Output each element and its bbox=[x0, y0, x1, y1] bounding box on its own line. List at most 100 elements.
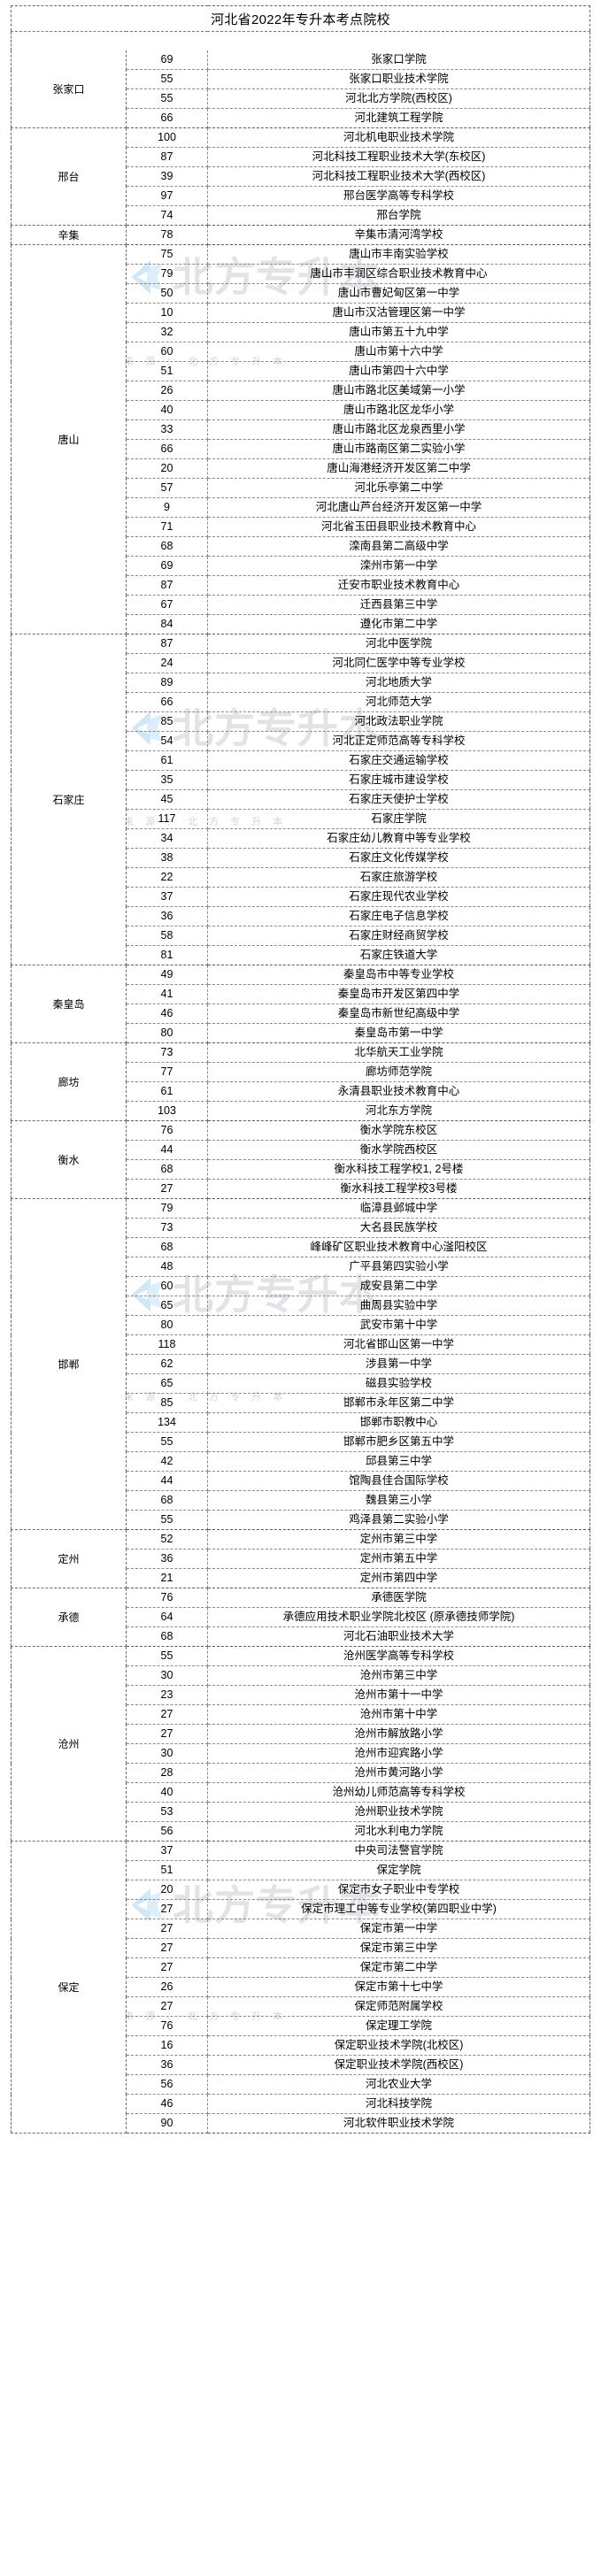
table-row: 16 保定职业技术学院(北校区) bbox=[12, 2035, 590, 2056]
city-cell: 石家庄 bbox=[11, 634, 127, 965]
exam-room-count-cell: 27 bbox=[126, 1724, 208, 1744]
table-row: 51 保定学院 bbox=[12, 1860, 590, 1880]
table-row: 27 保定市第三中学 bbox=[12, 1938, 590, 1958]
city-cell: 张家口 bbox=[11, 50, 127, 128]
exam-room-count-cell: 90 bbox=[126, 2113, 208, 2134]
exam-room-count-cell: 85 bbox=[126, 711, 208, 732]
school-name-cell: 河北北方学院(西校区) bbox=[207, 88, 590, 109]
table-row: 68 衡水科技工程学校1, 2号楼 bbox=[12, 1159, 590, 1180]
table-row: 118 河北省邯山区第一中学 bbox=[12, 1334, 590, 1355]
school-name-cell: 北华航天工业学院 bbox=[207, 1042, 590, 1063]
exam-room-count-cell: 60 bbox=[126, 342, 208, 362]
table-row: 54 河北正定师范高等专科学校 bbox=[12, 731, 590, 751]
school-name-cell: 河北乐亭第二中学 bbox=[207, 478, 590, 498]
table-row: 85 邯郸市永年区第二中学 bbox=[12, 1393, 590, 1413]
exam-room-count-cell: 24 bbox=[126, 653, 208, 673]
school-name-cell: 定州市第五中学 bbox=[207, 1549, 590, 1569]
school-name-cell: 石家庄电子信息学校 bbox=[207, 906, 590, 927]
table-row: 103 河北东方学院 bbox=[12, 1101, 590, 1121]
exam-room-count-cell: 76 bbox=[126, 1120, 208, 1141]
table-row: 辛集 78 辛集市清河湾学校 bbox=[11, 225, 590, 245]
school-name-cell: 沧州职业技术学院 bbox=[207, 1802, 590, 1822]
exam-room-count-cell: 66 bbox=[126, 439, 208, 459]
exam-room-count-cell: 65 bbox=[126, 1373, 208, 1394]
table-row: 66 河北建筑工程学院 bbox=[12, 108, 590, 128]
table-row: 44 衡水学院西校区 bbox=[12, 1140, 590, 1160]
school-name-cell: 河北东方学院 bbox=[207, 1101, 590, 1121]
table-row: 10 唐山市汉沽管理区第一中学 bbox=[12, 303, 590, 323]
table-row: 石家庄 87 河北中医学院 bbox=[11, 634, 590, 965]
school-name-cell: 石家庄幼儿教育中等专业学校 bbox=[207, 828, 590, 849]
table-row: 87 迁安市职业技术教育中心 bbox=[12, 575, 590, 596]
school-name-cell: 河北石油职业技术大学 bbox=[207, 1626, 590, 1647]
school-name-cell: 邢台学院 bbox=[207, 205, 590, 226]
school-name-cell: 衡水科技工程学校3号楼 bbox=[207, 1179, 590, 1199]
school-name-cell: 定州市第三中学 bbox=[207, 1529, 590, 1549]
exam-room-count-cell: 61 bbox=[126, 750, 208, 771]
school-name-cell: 秦皇岛市中等专业学校 bbox=[207, 965, 590, 985]
school-name-cell: 石家庄旅游学校 bbox=[207, 867, 590, 888]
column-header-city: 所属城市 bbox=[11, 31, 127, 50]
school-name-cell: 沧州市迎宾路小学 bbox=[207, 1743, 590, 1764]
table-row: 34 石家庄幼儿教育中等专业学校 bbox=[12, 828, 590, 849]
column-header-count: 考场数 bbox=[126, 31, 208, 50]
table-row: 85 河北政法职业学院 bbox=[12, 711, 590, 732]
table-row: 35 石家庄城市建设学校 bbox=[12, 770, 590, 790]
table-row: 30 沧州市迎宾路小学 bbox=[12, 1743, 590, 1764]
school-name-cell: 河北省邯山区第一中学 bbox=[207, 1334, 590, 1355]
school-name-cell: 石家庄学院 bbox=[207, 809, 590, 829]
city-cell: 邢台 bbox=[11, 127, 127, 226]
school-name-cell: 沧州市第三中学 bbox=[207, 1665, 590, 1686]
table-row: 张家口 69 张家口学院 bbox=[11, 50, 590, 128]
school-name-cell: 唐山市第五十九中学 bbox=[207, 322, 590, 342]
exam-room-count-cell: 9 bbox=[126, 497, 208, 518]
exam-room-count-cell: 27 bbox=[126, 1996, 208, 2017]
city-cell: 邯郸 bbox=[11, 1198, 127, 1530]
exam-room-count-cell: 32 bbox=[126, 322, 208, 342]
exam-room-count-cell: 30 bbox=[126, 1665, 208, 1686]
table-row: 81 石家庄铁道大学 bbox=[12, 945, 590, 965]
table-row: 76 保定理工学院 bbox=[12, 2016, 590, 2036]
exam-room-count-cell: 55 bbox=[126, 69, 208, 89]
school-name-cell: 石家庄文化传媒学校 bbox=[207, 848, 590, 868]
table-row: 41 秦皇岛市开发区第四中学 bbox=[12, 984, 590, 1004]
table-row: 26 保定市第十七中学 bbox=[12, 1977, 590, 1997]
school-name-cell: 沧州市黄河路小学 bbox=[207, 1763, 590, 1783]
school-name-cell: 鸡泽县第二实验小学 bbox=[207, 1510, 590, 1530]
table-row: 67 迁西县第三中学 bbox=[12, 595, 590, 615]
exam-room-count-cell: 41 bbox=[126, 984, 208, 1004]
exam-room-count-cell: 81 bbox=[126, 945, 208, 965]
table-row: 60 成安县第二中学 bbox=[12, 1276, 590, 1296]
school-name-cell: 承德医学院 bbox=[207, 1588, 590, 1608]
school-name-cell: 河北科技工程职业技术大学(西校区) bbox=[207, 166, 590, 187]
page-title: 河北省2022年专升本考点院校 bbox=[11, 5, 590, 32]
exam-room-count-cell: 49 bbox=[126, 965, 208, 985]
table-row: 衡水 76 衡水学院东校区 bbox=[11, 1120, 590, 1199]
exam-room-count-cell: 87 bbox=[126, 575, 208, 596]
exam-venue-table: 河北省2022年专升本考点院校 所属城市 考场数 考点院校 张家口 69 张家口学院… bbox=[11, 5, 590, 2134]
exam-room-count-cell: 26 bbox=[126, 381, 208, 401]
school-name-cell: 唐山市汉沽管理区第一中学 bbox=[207, 303, 590, 323]
school-name-cell: 辛集市清河湾学校 bbox=[207, 225, 590, 245]
exam-room-count-cell: 46 bbox=[126, 2094, 208, 2114]
table-row: 55 河北北方学院(西校区) bbox=[12, 88, 590, 109]
table-row: 33 唐山市路北区龙泉西里小学 bbox=[12, 419, 590, 440]
exam-room-count-cell: 103 bbox=[126, 1101, 208, 1121]
table-row: 61 石家庄交通运输学校 bbox=[12, 750, 590, 771]
table-row: 沧州 55 沧州医学高等专科学校 bbox=[11, 1646, 590, 1842]
exam-room-count-cell: 21 bbox=[126, 1568, 208, 1588]
table-row: 45 石家庄天使护士学校 bbox=[12, 789, 590, 810]
table-row: 57 河北乐亭第二中学 bbox=[12, 478, 590, 498]
exam-room-count-cell: 75 bbox=[126, 244, 208, 265]
school-name-cell: 衡水学院东校区 bbox=[207, 1120, 590, 1141]
city-cell: 廊坊 bbox=[11, 1042, 127, 1121]
table-row: 56 河北农业大学 bbox=[12, 2074, 590, 2095]
city-cell: 定州 bbox=[11, 1529, 127, 1588]
exam-room-count-cell: 27 bbox=[126, 1938, 208, 1958]
exam-room-count-cell: 58 bbox=[126, 926, 208, 946]
school-name-cell: 唐山海港经济开发区第二中学 bbox=[207, 458, 590, 479]
school-name-cell: 保定师范附属学校 bbox=[207, 1996, 590, 2017]
table-row: 56 河北水利电力学院 bbox=[12, 1821, 590, 1842]
exam-room-count-cell: 69 bbox=[126, 556, 208, 576]
exam-room-count-cell: 73 bbox=[126, 1042, 208, 1063]
